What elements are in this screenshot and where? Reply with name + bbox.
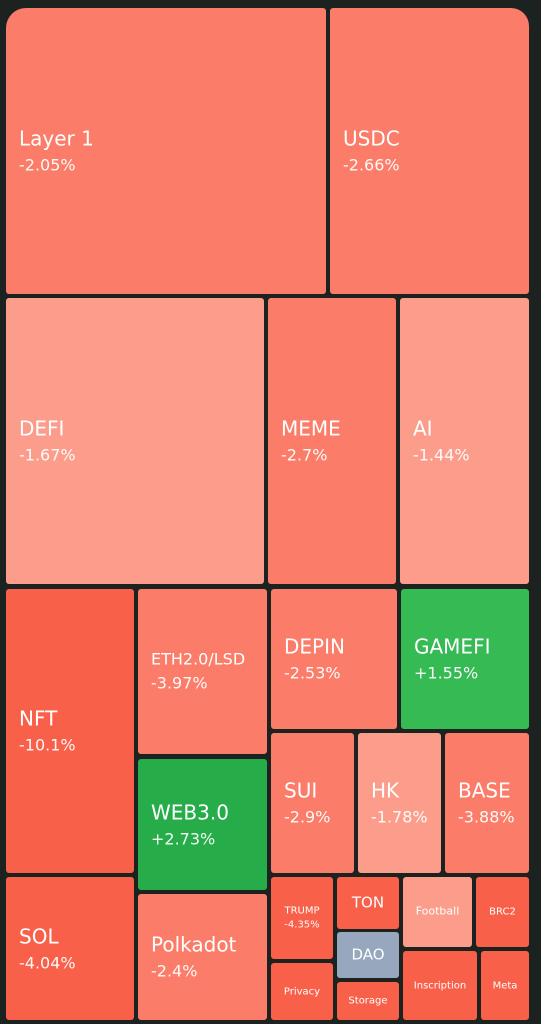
tile-label: Football <box>415 904 460 918</box>
tile-change: -2.05% <box>19 155 76 175</box>
tile-meta[interactable]: Meta <box>481 951 529 1020</box>
tile-label: DEFI <box>19 416 65 441</box>
tile-label: SUI <box>284 778 318 803</box>
tile-privacy[interactable]: Privacy <box>271 963 333 1020</box>
tile-web3-0[interactable]: WEB3.0 +2.73% <box>138 759 267 890</box>
tile-usdc[interactable]: USDC -2.66% <box>330 8 529 294</box>
tile-base[interactable]: BASE -3.88% <box>445 733 529 873</box>
tile-label: SOL <box>19 923 59 948</box>
tile-label: Inscription <box>413 979 467 991</box>
tile-brc2[interactable]: BRC2 <box>476 877 529 947</box>
tile-change: -2.9% <box>284 807 331 827</box>
tile-label: Meta <box>492 979 518 991</box>
tile-label: TON <box>351 893 385 912</box>
tile-layer-1[interactable]: Layer 1 -2.05% <box>6 8 326 294</box>
tile-label: DEPIN <box>284 634 345 659</box>
tile-change: -1.78% <box>371 807 428 827</box>
tile-label: GAMEFI <box>414 634 491 659</box>
tile-change: -2.7% <box>281 445 328 465</box>
tile-change: -2.4% <box>151 961 198 981</box>
tile-label: Polkadot <box>151 932 237 957</box>
tile-hk[interactable]: HK -1.78% <box>358 733 441 873</box>
tile-change: -3.88% <box>458 807 515 827</box>
tile-label: MEME <box>281 416 341 441</box>
tile-ai[interactable]: AI -1.44% <box>400 298 529 584</box>
tile-sui[interactable]: SUI -2.9% <box>271 733 354 873</box>
tile-change: +1.55% <box>414 663 479 683</box>
tile-label: AI <box>413 416 433 441</box>
tile-change: -2.66% <box>343 155 400 175</box>
tile-change: -4.04% <box>19 952 76 972</box>
tile-sol[interactable]: SOL -4.04% <box>6 877 134 1020</box>
tile-polkadot[interactable]: Polkadot -2.4% <box>138 894 267 1020</box>
tile-change: -3.97% <box>151 673 208 693</box>
tile-trump[interactable]: TRUMP -4.35% <box>271 877 333 959</box>
tile-meme[interactable]: MEME -2.7% <box>268 298 396 584</box>
tile-depin[interactable]: DEPIN -2.53% <box>271 589 397 729</box>
tile-storage[interactable]: Storage <box>337 982 399 1020</box>
tile-label: NFT <box>19 706 58 731</box>
tile-label: Privacy <box>283 985 321 997</box>
tile-dao[interactable]: DAO <box>337 932 399 978</box>
tile-nft[interactable]: NFT -10.1% <box>6 589 134 873</box>
tile-change: -1.67% <box>19 445 76 465</box>
tile-change: +2.73% <box>151 828 216 848</box>
tile-football[interactable]: Football <box>403 877 472 947</box>
tile-label: BRC2 <box>489 906 516 918</box>
tile-change: -2.53% <box>284 663 341 683</box>
tile-label: USDC <box>343 126 400 151</box>
tile-label: DAO <box>351 945 385 964</box>
tile-eth2-0-lsd[interactable]: ETH2.0/LSD -3.97% <box>138 589 267 754</box>
tile-label: TRUMP <box>284 905 320 917</box>
tile-label: WEB3.0 <box>151 799 229 824</box>
tile-change: -4.35% <box>284 919 320 930</box>
tile-change: -10.1% <box>19 735 76 755</box>
tile-label: ETH2.0/LSD <box>151 649 246 669</box>
tile-ton[interactable]: TON <box>337 877 399 929</box>
tile-label: Layer 1 <box>19 126 94 151</box>
tile-inscription[interactable]: Inscription <box>403 951 477 1020</box>
tile-defi[interactable]: DEFI -1.67% <box>6 298 264 584</box>
tile-label: HK <box>371 778 400 803</box>
tile-change: -1.44% <box>413 445 470 465</box>
tile-gamefi[interactable]: GAMEFI +1.55% <box>401 589 529 729</box>
tile-label: Storage <box>348 995 388 1007</box>
tile-label: BASE <box>458 778 511 803</box>
